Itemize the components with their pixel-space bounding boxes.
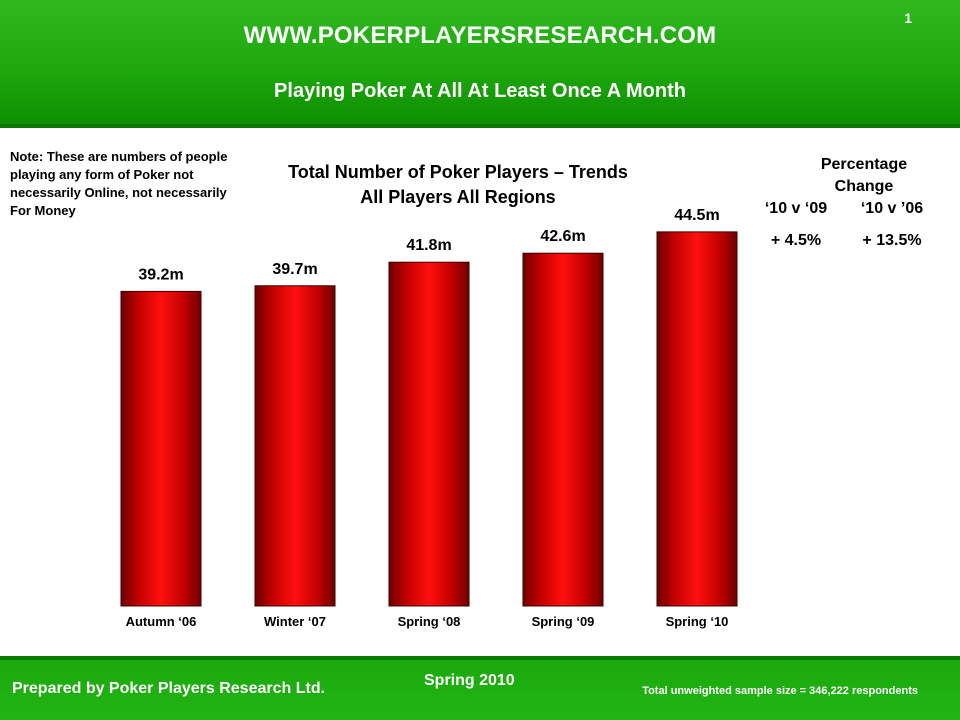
- site-url: WWW.POKERPLAYERSRESEARCH.COM: [243, 22, 717, 49]
- category-label-1: Autumn ‘06: [126, 614, 197, 629]
- header-banner: [0, 0, 960, 124]
- pct-col-label-1: ‘10 v ‘09: [764, 200, 828, 217]
- category-label-4: Spring ‘09: [532, 614, 595, 629]
- footer-banner: [0, 660, 960, 720]
- chart-subtitle: All Players All Regions: [360, 187, 556, 207]
- pct-col-value-1: + 4.5%: [770, 232, 822, 249]
- bar-value-label-2: 39.7m: [272, 261, 317, 278]
- season-label: Spring 2010: [424, 672, 515, 689]
- chart-title: Total Number of Poker Players – Trends: [288, 162, 628, 182]
- pct-col-label-2: ‘10 v ’06: [860, 200, 924, 217]
- bar-value-label-1: 39.2m: [138, 266, 183, 283]
- bar-2: [254, 285, 336, 607]
- prepared-by-text: Prepared by Poker Players Research Ltd.: [12, 680, 326, 697]
- bar-1: [120, 290, 202, 607]
- bar-value-label-3: 41.8m: [406, 237, 451, 254]
- category-label-5: Spring ‘10: [666, 614, 729, 629]
- percentage-change-heading: Percentage Change: [820, 156, 908, 195]
- chart-title-block: Total Number of Poker Players – Trends A…: [248, 160, 668, 210]
- category-label-3: Spring ‘08: [398, 614, 461, 629]
- page-number: 1: [904, 10, 912, 26]
- header-divider: [0, 124, 960, 128]
- footer-divider: [0, 656, 960, 660]
- category-label-2: Winter ‘07: [264, 614, 326, 629]
- pct-col-value-2: + 13.5%: [862, 232, 922, 249]
- bar-value-label-4: 42.6m: [540, 228, 585, 245]
- bar-value-label-5: 44.5m: [674, 207, 719, 224]
- sample-size-text: Total unweighted sample size = 346,222 r…: [642, 685, 918, 697]
- bar-3: [388, 261, 470, 607]
- bar-5: [656, 231, 738, 607]
- bar-4: [522, 252, 604, 607]
- note-text: Note: These are numbers of people playin…: [10, 149, 228, 218]
- page-subtitle: Playing Poker At All At Least Once A Mon…: [274, 80, 686, 102]
